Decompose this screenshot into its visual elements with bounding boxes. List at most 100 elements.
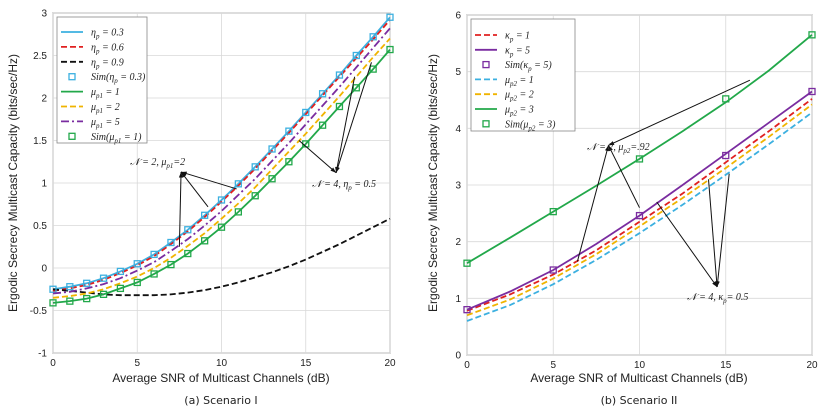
left-legend-entry-4-swatch (68, 73, 76, 81)
left-series-sim-eta-p-0-3--markers (49, 13, 394, 293)
right-series-sim-kappa-p-5--point (808, 87, 816, 96)
left-series-eta-p-0-6-line (52, 19, 391, 292)
left-series-mu-p1-1-line (52, 49, 391, 304)
left-series-eta-p-0-9-line (52, 217, 391, 297)
left-legend-entry-1-label: ηp = 0.3 (91, 28, 124, 41)
left-annotation-arrowhead (181, 171, 187, 178)
right-legend-entry-3-swatch (482, 60, 490, 69)
left-legend-entry-5-label: μp1 = 1 (90, 87, 120, 100)
left-series-sim-eta-p-0-3--point (184, 226, 192, 234)
right-series-sim-kappa-p-5--markers (463, 87, 816, 314)
right-legend-box (470, 18, 576, 132)
right-legend-entry-1-label: κp = 1 (505, 31, 530, 44)
left-series-sim-mu-p1-1--point (99, 290, 108, 299)
left-series-sim-eta-p-0-3--point (133, 260, 141, 268)
left-series-sim-eta-p-0-3--point (116, 267, 125, 276)
left-annotation-arrow (298, 140, 337, 174)
left-series-sim-eta-p-0-3--point (200, 211, 209, 219)
left-annotation-arrow (180, 171, 209, 208)
left-series-sim-eta-p-0-3--point (66, 283, 74, 291)
left-series-sim-eta-p-0-3--point (318, 90, 327, 98)
right-annotation-arrow (716, 173, 730, 288)
left-annotation-arrow (178, 171, 182, 247)
left-annotation-arrowhead (330, 167, 337, 173)
left-annotation-arrows (178, 62, 372, 247)
left-annotation-arrow (335, 62, 372, 173)
left-y-tick-label: 2 (41, 94, 47, 105)
left-series-sim-mu-p1-1--point (133, 278, 141, 287)
left-y-axis-label: Ergodic Secrecy Multicast Capacity (bits… (6, 54, 20, 312)
right-annotation-arrow (576, 145, 609, 262)
right-y-tick-label: 5 (455, 67, 461, 78)
right-annotation-arrowhead (608, 145, 613, 152)
left-annotation-arrow (180, 171, 237, 190)
right-annotation-arrow (708, 179, 718, 288)
right-legend: κp = 1κp = 5 Sim(κp = 5) μp2 = 1 μp2 = 2 μp2… (470, 18, 576, 132)
left-series-group (49, 13, 394, 307)
right-series-sim-kappa-p-5--point (463, 306, 471, 314)
right-series-sim-kappa-p-5--point (635, 211, 644, 220)
left-y-ticks: -1 -0.5 0 0.5 1 1.5 2 2.5 3 (30, 9, 48, 360)
left-series-sim-eta-p-0-3--point (251, 163, 259, 171)
left-legend-entry-8-swatch (68, 132, 76, 140)
left-legend-entry-7-label: μp1 = 5 (90, 117, 120, 130)
left-series-sim-eta-p-0-3--point (167, 238, 175, 247)
right-annotation-arrow (608, 79, 751, 146)
left-series-sim-eta-p-0-3--point (386, 13, 394, 21)
right-x-axis-label: Average SNR of Multicast Channels (dB) (530, 371, 747, 385)
right-x-tick-label: 10 (634, 360, 646, 371)
left-series-sim-eta-p-0-3--point (352, 51, 360, 60)
right-annotation-arrows (576, 79, 751, 288)
left-series-sim-mu-p1-1--point (150, 270, 158, 278)
left-legend-entry-4-label: Sim(ηp = 0.3) (91, 72, 146, 85)
right-annotation-arrow (656, 201, 718, 288)
right-series-mu-p2-1-line (466, 111, 813, 322)
left-series-sim-mu-p1-1--point (83, 294, 91, 303)
right-legend-entry-4-label: μp2 = 1 (504, 75, 534, 88)
right-panel: 0 5 10 15 20 0 1 2 3 4 5 6 𝒩 = 2, μp2=.92 𝒩 = 4, κ… (426, 11, 818, 408)
left-y-tick-label: 3 (41, 9, 47, 20)
left-series-sim-mu-p1-1--point (318, 121, 327, 129)
left-y-tick-label: 1 (41, 179, 47, 190)
left-series-sim-mu-p1-1--point (335, 102, 344, 111)
left-series-sim-mu-p1-1--point (234, 208, 243, 216)
left-series-sim-mu-p1-1--point (251, 192, 259, 200)
right-series-sim-mu-p2-3--point (463, 259, 471, 267)
left-y-tick-label: 0 (41, 264, 47, 275)
left-x-tick-label: 0 (50, 358, 56, 369)
right-legend-entry-6-label: μp2 = 3 (504, 105, 534, 118)
right-legend-entries: κp = 1κp = 5 Sim(κp = 5) μp2 = 1 μp2 = 2 μp2… (475, 31, 556, 132)
left-legend: ηp = 0.3ηp = 0.6 ηp = 0.9 Sim(ηp = 0.3) μp1… (56, 16, 148, 145)
right-series-group (463, 31, 816, 322)
right-legend-entry-2-label: κp = 5 (505, 45, 530, 58)
left-x-tick-label: 15 (300, 358, 312, 369)
left-series-sim-mu-p1-1--point (268, 175, 276, 183)
left-series-sim-mu-p1-1--point (369, 65, 377, 73)
left-y-tick-label: -1 (38, 349, 47, 360)
left-annotation-arrowhead (181, 171, 188, 176)
right-annotation-arrow (608, 145, 640, 208)
left-legend-entry-6-label: μp1 = 2 (90, 102, 120, 115)
left-caption: (a) Scenario I (184, 394, 257, 407)
right-legend-entry-7-label: Sim(μp2 = 3) (505, 119, 556, 132)
left-series-sim-mu-p1-1--point (200, 237, 209, 245)
left-annotation-n4: 𝒩 = 4, ηp = 0.5 (312, 179, 376, 192)
right-legend-entry-3-label: Sim(κp = 5) (505, 60, 552, 73)
right-series-sim-mu-p2-3--point (549, 207, 557, 216)
right-y-axis-label: Ergodic Secrecy Multicast Capacity (bits… (426, 54, 440, 312)
left-x-ticks: 0 5 10 15 20 (50, 358, 396, 369)
left-series-sim-mu-p1-1--point (386, 45, 394, 54)
left-panel: 0 5 10 15 20 -1 -0.5 0 0.5 1 1.5 2 2.5 3 𝒩 = 2, μp1=… (6, 9, 396, 408)
right-y-tick-label: 3 (455, 181, 461, 192)
left-series-sim-eta-p-0-3--point (335, 71, 344, 79)
left-x-tick-label: 20 (384, 358, 396, 369)
left-annotation-arrowhead (178, 171, 183, 178)
right-series-kappa-p-1-line (466, 98, 813, 312)
left-x-tick-label: 10 (216, 358, 228, 369)
left-annotation-arrowhead (335, 166, 340, 173)
right-series-sim-kappa-p-5--point (549, 266, 557, 274)
right-x-tick-label: 15 (720, 360, 732, 371)
right-annotation-arrowhead (608, 141, 615, 146)
